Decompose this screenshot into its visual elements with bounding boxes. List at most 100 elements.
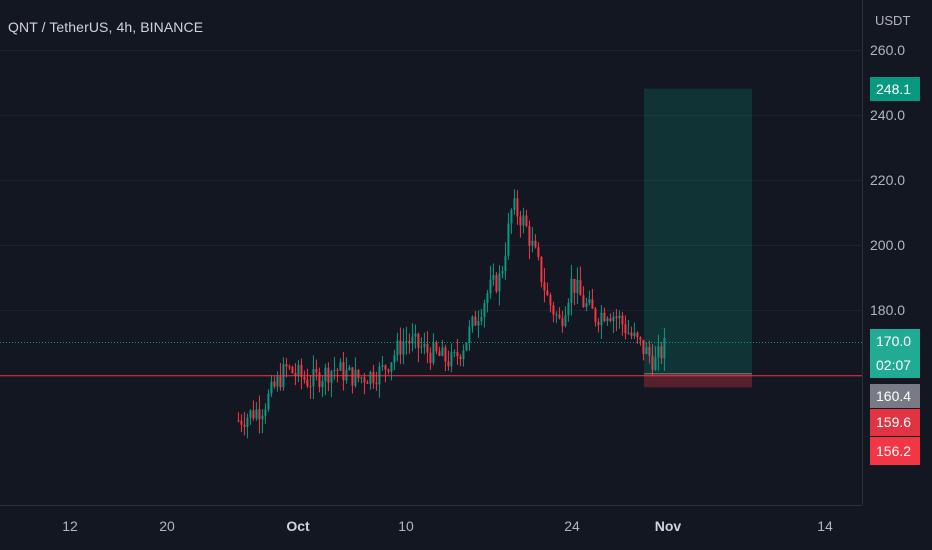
candle-body-22[interactable]: [303, 376, 306, 380]
candle-body-66[interactable]: [435, 342, 438, 352]
candle-body-139[interactable]: [654, 357, 657, 370]
last-price-label[interactable]: 170.0: [870, 329, 920, 353]
candle-body-67[interactable]: [438, 351, 441, 356]
candle-body-31[interactable]: [330, 371, 333, 383]
candle-body-99[interactable]: [534, 240, 537, 248]
candle-body-116[interactable]: [585, 303, 588, 307]
candle-body-115[interactable]: [582, 295, 585, 307]
candle-body-78[interactable]: [471, 316, 474, 327]
candle-body-35[interactable]: [342, 362, 345, 381]
candle-body-2[interactable]: [243, 424, 246, 427]
candle-body-19[interactable]: [294, 373, 297, 376]
candle-body-56[interactable]: [405, 340, 408, 342]
candle-body-121[interactable]: [600, 312, 603, 326]
candle-body-53[interactable]: [396, 340, 399, 356]
candle-body-79[interactable]: [474, 316, 477, 326]
candle-body-74[interactable]: [459, 356, 462, 360]
candle-body-0[interactable]: [237, 420, 240, 422]
candle-body-68[interactable]: [441, 347, 444, 356]
candle-body-18[interactable]: [291, 366, 294, 374]
candle-body-4[interactable]: [249, 410, 252, 418]
candle-body-96[interactable]: [525, 215, 528, 227]
stop-loss-price-label[interactable]: 156.2: [870, 437, 920, 465]
candle-body-86[interactable]: [495, 275, 498, 292]
candle-body-32[interactable]: [333, 369, 336, 372]
candle-body-138[interactable]: [651, 355, 654, 370]
candle-body-130[interactable]: [627, 332, 630, 334]
candle-body-72[interactable]: [453, 351, 456, 353]
candle-body-8[interactable]: [261, 415, 264, 420]
candle-body-39[interactable]: [354, 369, 357, 386]
candle-body-142[interactable]: [663, 337, 666, 359]
price-axis-unit[interactable]: USDT: [875, 13, 911, 28]
candle-body-14[interactable]: [279, 376, 282, 388]
candle-body-112[interactable]: [573, 278, 576, 293]
candle-body-135[interactable]: [642, 339, 645, 354]
candle-body-25[interactable]: [312, 368, 315, 387]
candle-body-90[interactable]: [507, 223, 510, 256]
candle-body-122[interactable]: [603, 312, 606, 322]
entry-price-label[interactable]: 160.4: [870, 384, 920, 408]
candle-body-21[interactable]: [300, 364, 303, 377]
candle-body-113[interactable]: [576, 279, 579, 293]
candle-body-102[interactable]: [543, 282, 546, 291]
candle-body-105[interactable]: [552, 305, 555, 315]
candle-body-95[interactable]: [522, 215, 525, 226]
candle-body-43[interactable]: [366, 382, 369, 384]
candle-body-103[interactable]: [546, 290, 549, 296]
candle-body-57[interactable]: [408, 340, 411, 344]
candle-body-50[interactable]: [387, 369, 390, 372]
candle-body-69[interactable]: [444, 347, 447, 362]
candle-body-132[interactable]: [633, 332, 636, 336]
candle-body-80[interactable]: [477, 321, 480, 326]
candle-body-83[interactable]: [486, 293, 489, 304]
candle-body-101[interactable]: [540, 256, 543, 283]
candle-body-109[interactable]: [564, 315, 567, 327]
candle-body-59[interactable]: [414, 333, 417, 337]
candle-body-133[interactable]: [636, 332, 639, 338]
candle-body-108[interactable]: [561, 318, 564, 327]
candle-body-76[interactable]: [465, 342, 468, 351]
candle-body-42[interactable]: [363, 377, 366, 383]
candle-body-134[interactable]: [639, 337, 642, 340]
candle-body-97[interactable]: [528, 226, 531, 246]
candle-body-45[interactable]: [372, 371, 375, 383]
candle-body-136[interactable]: [645, 347, 648, 354]
candle-body-38[interactable]: [351, 367, 354, 386]
candle-body-87[interactable]: [498, 273, 501, 292]
candle-body-54[interactable]: [399, 340, 402, 355]
candle-body-129[interactable]: [624, 324, 627, 334]
candle-body-29[interactable]: [324, 367, 327, 382]
take-profit-price-label[interactable]: 248.1: [870, 77, 920, 101]
candle-body-37[interactable]: [348, 367, 351, 371]
candle-body-16[interactable]: [285, 364, 288, 367]
candle-body-20[interactable]: [297, 364, 300, 376]
candle-body-7[interactable]: [258, 409, 261, 420]
candle-body-94[interactable]: [519, 216, 522, 226]
candle-body-104[interactable]: [549, 295, 552, 306]
candle-body-63[interactable]: [426, 344, 429, 353]
candle-body-106[interactable]: [555, 314, 558, 316]
candle-body-1[interactable]: [240, 420, 243, 425]
candle-body-51[interactable]: [390, 362, 393, 372]
candle-body-41[interactable]: [360, 377, 363, 379]
candle-body-114[interactable]: [579, 279, 582, 296]
candle-body-33[interactable]: [336, 369, 339, 371]
candle-body-26[interactable]: [315, 368, 318, 373]
candle-body-117[interactable]: [588, 299, 591, 304]
candle-body-100[interactable]: [537, 247, 540, 257]
horizontal-line-price-label[interactable]: 159.6: [870, 409, 920, 436]
candle-body-84[interactable]: [489, 279, 492, 294]
long-position-loss-zone[interactable]: [644, 373, 752, 388]
candle-body-120[interactable]: [597, 321, 600, 326]
candle-body-52[interactable]: [393, 355, 396, 363]
candle-body-61[interactable]: [420, 346, 423, 348]
candle-body-55[interactable]: [402, 341, 405, 355]
candle-body-5[interactable]: [252, 410, 255, 419]
candle-body-49[interactable]: [384, 365, 387, 370]
chart-title[interactable]: QNT / TetherUS, 4h, BINANCE: [8, 19, 204, 35]
candle-body-75[interactable]: [462, 350, 465, 360]
candle-body-88[interactable]: [501, 271, 504, 274]
candle-body-23[interactable]: [306, 379, 309, 387]
